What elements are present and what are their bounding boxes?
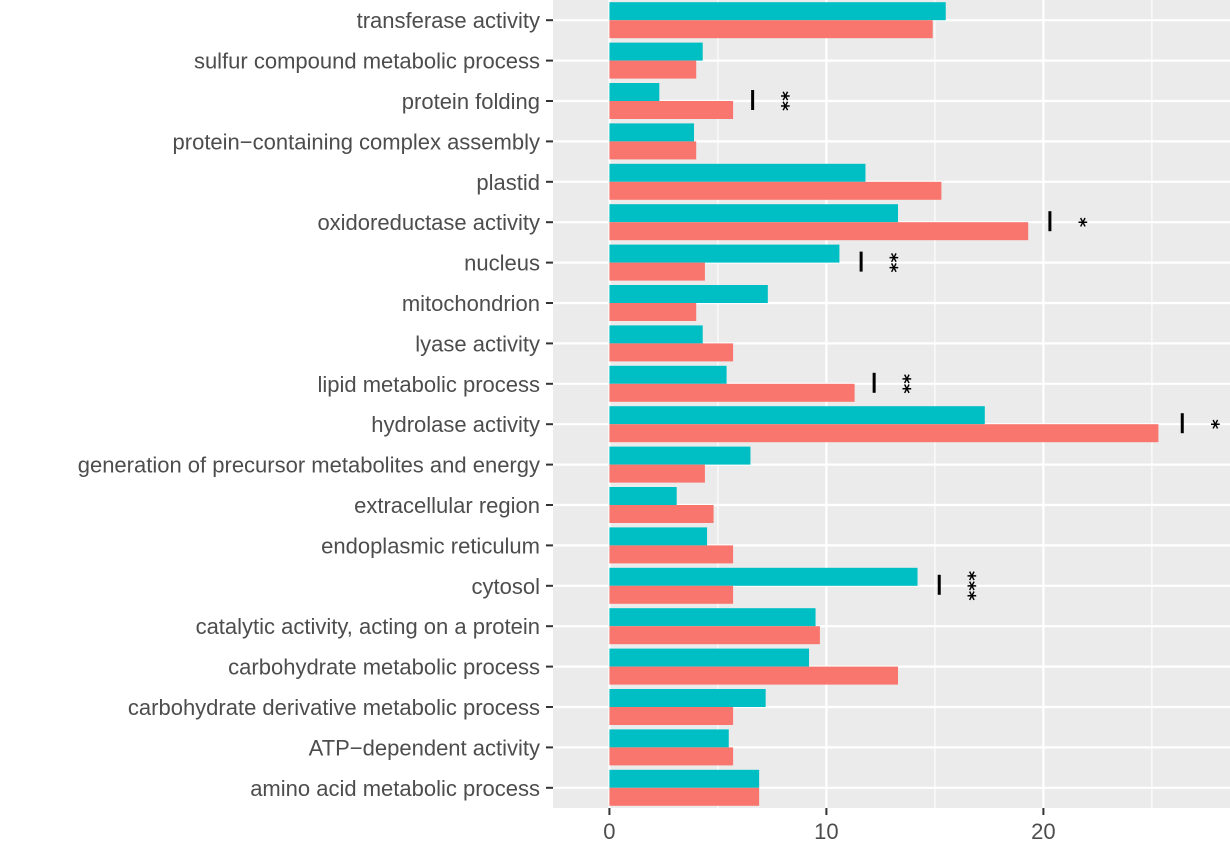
x-tick-label-10: 10 xyxy=(814,819,838,844)
bar-extracellular-region-series-2 xyxy=(609,505,714,523)
bar-sulfur-compound-metabolic-process-series-1 xyxy=(609,42,703,61)
bar-oxidoreductase-activity-series-2 xyxy=(609,222,1029,241)
bar-cytosol-series-2 xyxy=(609,585,734,604)
bar-catalytic-activity-acting-on-a-protein-series-2 xyxy=(609,626,820,645)
bar-sulfur-compound-metabolic-process-series-2 xyxy=(609,60,697,79)
bar-transferase-activity-series-2 xyxy=(609,20,933,39)
bar-lyase-activity-series-2 xyxy=(609,343,734,362)
bars xyxy=(609,2,1159,806)
bar-catalytic-activity-acting-on-a-protein-series-1 xyxy=(609,608,816,627)
significance-label-hydrolase-activity: * xyxy=(1201,419,1223,429)
bar-nucleus-series-2 xyxy=(609,262,705,281)
plot-panel xyxy=(553,0,1230,808)
significance-label-protein-folding: ** xyxy=(771,91,793,111)
bar-atp-dependent-activity-series-1 xyxy=(609,729,729,748)
y-tick-label-amino-acid-metabolic-process: amino acid metabolic process xyxy=(250,776,540,801)
bar-carbohydrate-derivative-metabolic-process-series-1 xyxy=(609,689,766,707)
bar-extracellular-region-series-1 xyxy=(609,487,677,505)
bar-protein-folding-series-2 xyxy=(609,101,734,119)
y-tick-label-mitochondrion: mitochondrion xyxy=(402,291,540,316)
y-tick-label-oxidoreductase-activity: oxidoreductase activity xyxy=(317,210,540,235)
bar-endoplasmic-reticulum-series-1 xyxy=(609,527,708,546)
bar-amino-acid-metabolic-process-series-1 xyxy=(609,769,760,788)
bar-carbohydrate-derivative-metabolic-process-series-2 xyxy=(609,707,734,725)
y-tick-label-plastid: plastid xyxy=(476,170,540,195)
y-tick-label-protein-containing-complex-assembly: protein−containing complex assembly xyxy=(173,129,540,154)
x-axis: 0 10 20 xyxy=(603,808,1056,844)
bar-generation-of-precursor-metabolites-and-energy-series-1 xyxy=(609,446,751,465)
significance-label-cytosol: *** xyxy=(958,571,980,601)
bar-hydrolase-activity-series-1 xyxy=(609,406,985,425)
y-tick-label-protein-folding: protein folding xyxy=(402,89,540,114)
y-tick-label-cytosol: cytosol xyxy=(472,574,540,599)
bar-mitochondrion-series-1 xyxy=(609,285,768,303)
bar-amino-acid-metabolic-process-series-2 xyxy=(609,787,760,806)
y-tick-label-hydrolase-activity: hydrolase activity xyxy=(371,412,540,437)
bar-nucleus-series-1 xyxy=(609,244,840,263)
x-tick-label-0: 0 xyxy=(603,819,615,844)
y-tick-label-extracellular-region: extracellular region xyxy=(354,493,540,518)
y-tick-label-catalytic-activity-acting-on-a-protein: catalytic activity, acting on a protein xyxy=(196,614,540,639)
bar-protein-containing-complex-assembly-series-1 xyxy=(609,123,695,142)
y-tick-label-endoplasmic-reticulum: endoplasmic reticulum xyxy=(321,533,540,558)
bar-carbohydrate-metabolic-process-series-1 xyxy=(609,648,810,667)
bar-mitochondrion-series-2 xyxy=(609,303,697,321)
bar-generation-of-precursor-metabolites-and-energy-series-2 xyxy=(609,464,705,483)
significance-label-oxidoreductase-activity: * xyxy=(1068,217,1090,227)
y-tick-label-transferase-activity: transferase activity xyxy=(357,8,540,33)
y-tick-label-lyase-activity: lyase activity xyxy=(415,331,540,356)
significance-label-nucleus: ** xyxy=(880,253,902,273)
bar-protein-folding-series-1 xyxy=(609,83,660,101)
bar-endoplasmic-reticulum-series-2 xyxy=(609,545,734,564)
y-tick-label-lipid-metabolic-process: lipid metabolic process xyxy=(317,372,540,397)
significance-label-lipid-metabolic-process: ** xyxy=(893,374,915,394)
bar-transferase-activity-series-1 xyxy=(609,2,946,21)
bar-protein-containing-complex-assembly-series-2 xyxy=(609,141,697,160)
y-tick-label-carbohydrate-metabolic-process: carbohydrate metabolic process xyxy=(228,655,540,680)
y-tick-label-atp-dependent-activity: ATP−dependent activity xyxy=(309,735,540,760)
bar-lyase-activity-series-1 xyxy=(609,325,703,344)
x-tick-label-20: 20 xyxy=(1031,819,1055,844)
bar-plastid-series-1 xyxy=(609,163,866,182)
bar-lipid-metabolic-process-series-1 xyxy=(609,365,727,384)
bar-hydrolase-activity-series-2 xyxy=(609,424,1159,443)
bar-oxidoreductase-activity-series-1 xyxy=(609,204,899,223)
bar-plastid-series-2 xyxy=(609,181,942,200)
bar-cytosol-series-1 xyxy=(609,567,918,586)
bar-atp-dependent-activity-series-2 xyxy=(609,747,734,766)
y-axis: amino acid metabolic process ATP−dependen… xyxy=(78,8,553,801)
y-tick-label-carbohydrate-derivative-metabolic-process: carbohydrate derivative metabolic proces… xyxy=(128,695,540,720)
bar-lipid-metabolic-process-series-2 xyxy=(609,383,855,402)
y-tick-label-nucleus: nucleus xyxy=(464,251,540,276)
y-tick-label-sulfur-compound-metabolic-process: sulfur compound metabolic process xyxy=(194,49,540,74)
significance-annotations: *********** xyxy=(751,90,1223,601)
bar-carbohydrate-metabolic-process-series-2 xyxy=(609,666,899,685)
y-tick-label-generation-of-precursor-metabolites-and-energy: generation of precursor metabolites and … xyxy=(78,453,540,478)
